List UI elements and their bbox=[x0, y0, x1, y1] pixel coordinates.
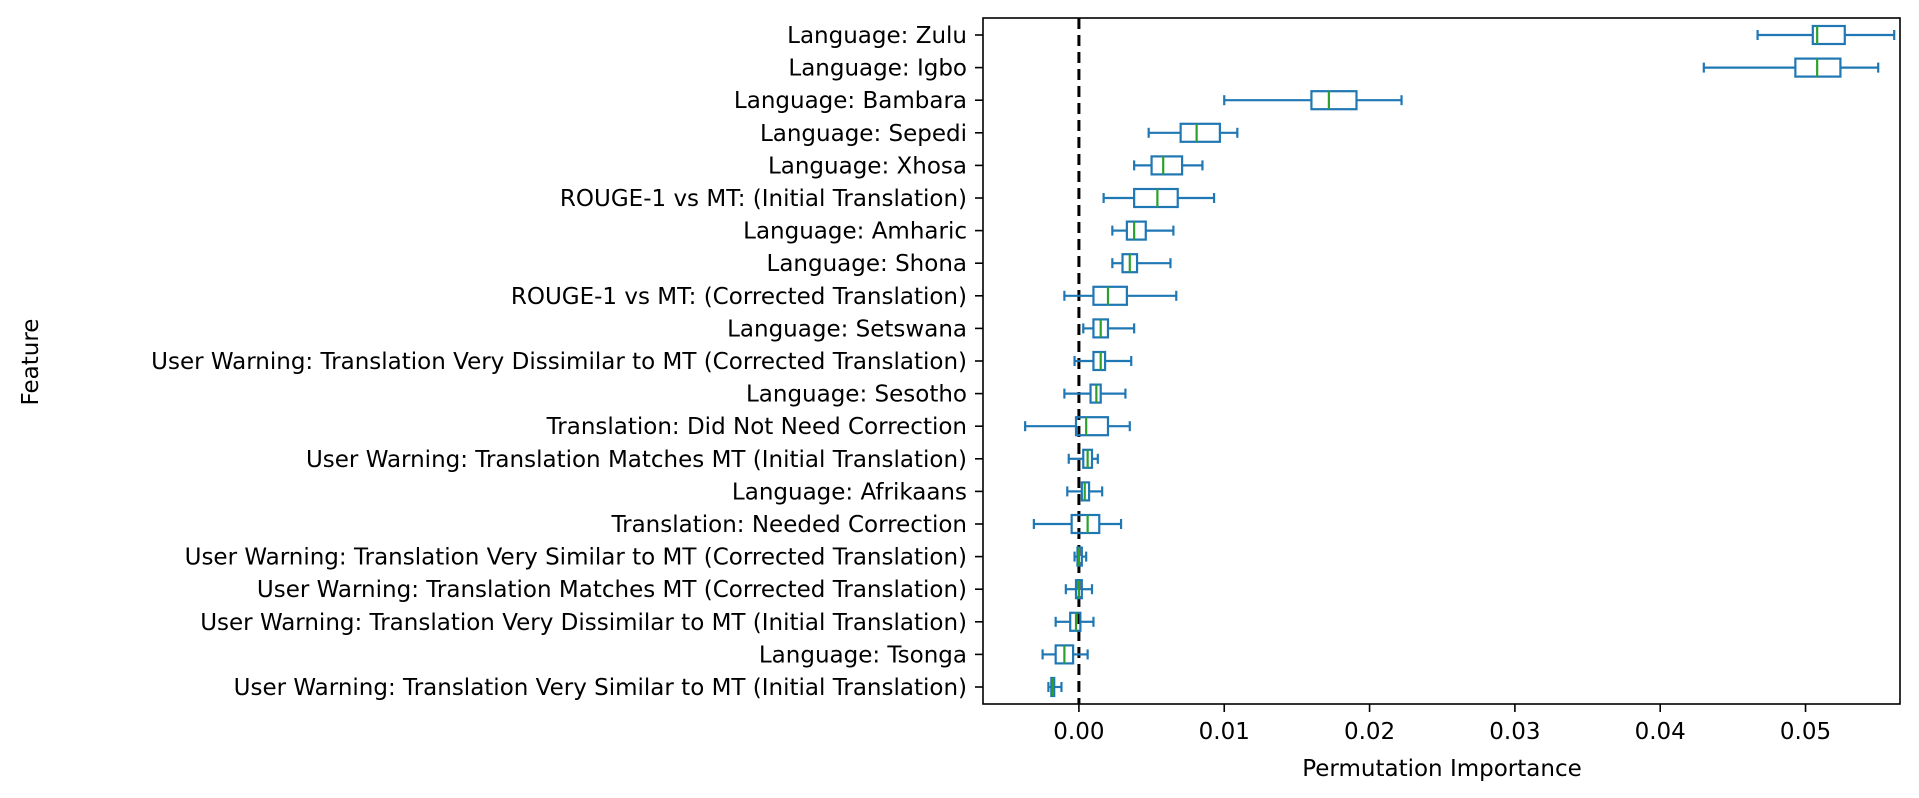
iqr-box bbox=[1150, 155, 1184, 176]
box-group: Language: Shona bbox=[767, 251, 1172, 277]
y-axis-title: Feature bbox=[18, 319, 44, 406]
y-tick-label: Language: Zulu bbox=[787, 23, 967, 49]
y-tick-label: User Warning: Translation Very Similar t… bbox=[185, 545, 967, 571]
y-tick-label: Language: Afrikaans bbox=[732, 479, 967, 505]
box-group: User Warning: Translation Matches MT (In… bbox=[306, 447, 1099, 473]
y-tick-label: Language: Igbo bbox=[788, 56, 967, 82]
box-group: User Warning: Translation Very Similar t… bbox=[185, 545, 1088, 571]
iqr-box bbox=[1133, 187, 1179, 209]
box-group: Language: Tsonga bbox=[759, 642, 1089, 668]
iqr-box bbox=[1125, 220, 1147, 241]
iqr-box bbox=[1092, 350, 1107, 372]
x-tick-label: 0.02 bbox=[1344, 719, 1395, 745]
y-tick-label: User Warning: Translation Matches MT (Co… bbox=[257, 577, 967, 603]
y-tick-label: Language: Xhosa bbox=[768, 153, 967, 179]
iqr-box bbox=[1310, 90, 1358, 111]
box-group: Translation: Needed Correction bbox=[610, 512, 1123, 538]
x-axis-title: Permutation Importance bbox=[1302, 756, 1582, 782]
box-group: User Warning: Translation Matches MT (Co… bbox=[257, 577, 1094, 603]
y-tick-label: User Warning: Translation Matches MT (In… bbox=[306, 447, 967, 473]
y-tick-label: Translation: Did Not Need Correction bbox=[546, 414, 967, 440]
box-group: ROUGE-1 vs MT: (Corrected Translation) bbox=[511, 284, 1178, 310]
box-group: Translation: Did Not Need Correction bbox=[546, 414, 1131, 440]
box-group: User Warning: Translation Very Dissimila… bbox=[200, 610, 1095, 636]
box-group: Language: Afrikaans bbox=[732, 479, 1104, 505]
iqr-box bbox=[1811, 24, 1846, 46]
box-group: Language: Bambara bbox=[734, 88, 1403, 114]
y-tick-label: User Warning: Translation Very Dissimila… bbox=[200, 610, 967, 636]
y-tick-label: Language: Bambara bbox=[734, 88, 967, 114]
x-tick-label: 0.01 bbox=[1199, 719, 1250, 745]
box-group: Language: Zulu bbox=[787, 23, 1896, 49]
x-tick-label: 0.03 bbox=[1489, 719, 1540, 745]
box-group: Language: Xhosa bbox=[768, 153, 1204, 179]
box-group: Language: Sesotho bbox=[746, 382, 1127, 408]
y-tick-label: Language: Shona bbox=[767, 251, 968, 277]
y-tick-label: Language: Sepedi bbox=[760, 121, 967, 147]
box-group: Language: Sepedi bbox=[760, 121, 1239, 147]
box-group: Language: Setswana bbox=[727, 316, 1136, 342]
box-group: ROUGE-1 vs MT: (Initial Translation) bbox=[560, 186, 1216, 212]
y-tick-label: Language: Tsonga bbox=[759, 642, 967, 668]
y-tick-label: User Warning: Translation Very Dissimila… bbox=[151, 349, 967, 375]
iqr-box bbox=[1070, 513, 1101, 535]
y-tick-label: Language: Sesotho bbox=[746, 382, 967, 408]
y-tick-label: ROUGE-1 vs MT: (Corrected Translation) bbox=[511, 284, 967, 310]
x-tick-label: 0.00 bbox=[1053, 719, 1104, 745]
x-tick-label: 0.04 bbox=[1635, 719, 1686, 745]
iqr-box bbox=[1092, 285, 1128, 306]
y-tick-label: Language: Amharic bbox=[743, 219, 967, 245]
iqr-box bbox=[1074, 416, 1110, 437]
plot-area: 0.00 0.01 0.02 0.03 0.04 0.05 Language: Zulu La… bbox=[151, 17, 1901, 745]
y-tick-label: Language: Setswana bbox=[727, 316, 967, 342]
y-tick-label: Translation: Needed Correction bbox=[610, 512, 967, 538]
y-tick-label: User Warning: Translation Very Similar t… bbox=[234, 675, 967, 701]
box-group: User Warning: Translation Very Similar t… bbox=[234, 675, 1063, 701]
x-tick-label: 0.05 bbox=[1780, 719, 1831, 745]
box-group: User Warning: Translation Very Dissimila… bbox=[151, 349, 1133, 375]
y-tick-label: ROUGE-1 vs MT: (Initial Translation) bbox=[560, 186, 967, 212]
box-group: Language: Igbo bbox=[788, 56, 1880, 82]
box-group: Language: Amharic bbox=[743, 219, 1175, 245]
iqr-box bbox=[1179, 122, 1221, 143]
